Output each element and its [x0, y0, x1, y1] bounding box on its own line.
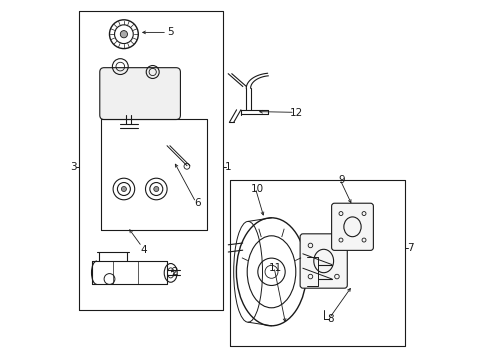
Text: 3: 3 [70, 162, 77, 172]
Text: 10: 10 [250, 184, 263, 194]
Text: 8: 8 [327, 314, 333, 324]
Circle shape [120, 31, 127, 38]
Text: 9: 9 [338, 175, 345, 185]
Text: 2: 2 [171, 267, 177, 277]
Text: 5: 5 [167, 27, 174, 37]
Circle shape [121, 186, 126, 192]
Text: 7: 7 [406, 243, 412, 253]
Circle shape [153, 186, 159, 192]
FancyBboxPatch shape [100, 68, 180, 120]
Text: 11: 11 [268, 263, 281, 273]
Text: 4: 4 [140, 245, 147, 255]
Text: 1: 1 [224, 162, 231, 172]
FancyBboxPatch shape [300, 234, 346, 288]
Text: 12: 12 [289, 108, 303, 118]
Text: 6: 6 [194, 198, 201, 208]
FancyBboxPatch shape [331, 203, 373, 251]
